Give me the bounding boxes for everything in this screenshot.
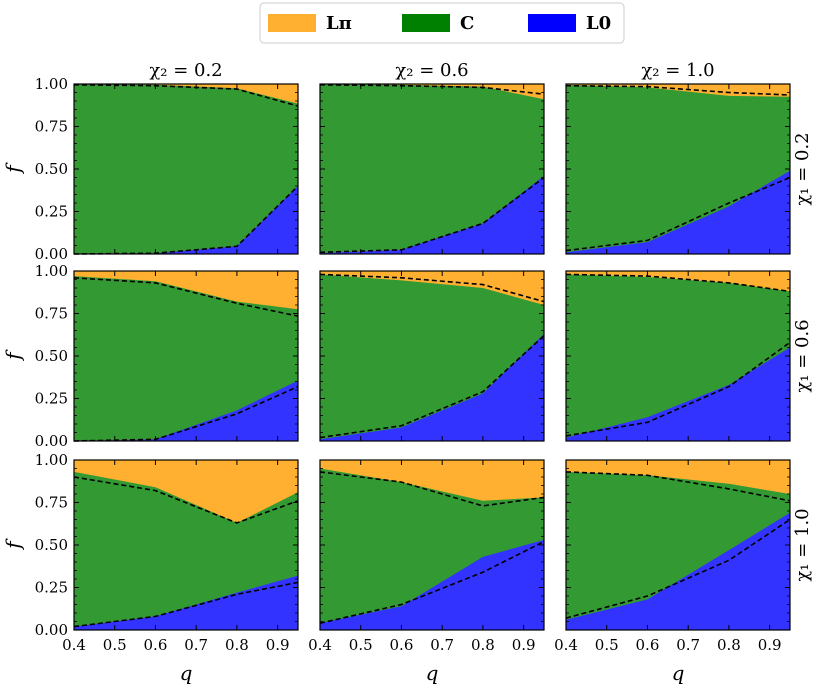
y-tick-label: 0.00	[35, 432, 68, 450]
panel-r0-c0: 0.00 0.25 0.50 0.75 1.00	[35, 75, 299, 263]
x-tick-label: 0.8	[717, 636, 741, 654]
legend-label: C	[460, 13, 474, 34]
area-L0	[566, 512, 790, 630]
dashed-line-upper	[73, 476, 299, 524]
y-tick-label: 1.00	[35, 75, 68, 93]
area-C	[74, 84, 298, 254]
y-tick-label: 0.25	[35, 579, 68, 597]
x-tick-label: 0.8	[471, 636, 495, 654]
x-tick-label: 0.7	[430, 636, 454, 654]
panel-r1-c0: 0.00 0.25 0.50 0.75 1.00	[35, 262, 299, 450]
x-tick-label: 0.6	[636, 636, 660, 654]
area-L0	[320, 333, 544, 441]
area-L0	[74, 186, 298, 254]
panel-grid: 0.000.250.500.751.000.000.250.500.751.00…	[35, 75, 791, 654]
dashed-line-upper	[319, 273, 545, 303]
x-tick-label: 0.8	[225, 636, 249, 654]
area-L0	[320, 175, 544, 254]
x-tick-label: 0.9	[512, 636, 536, 654]
y-tick-label: 0.50	[35, 347, 68, 365]
legend-label: L0	[586, 13, 611, 34]
y-tick-label: 0.25	[35, 390, 68, 408]
panel-r0-c1	[319, 83, 545, 255]
y-axis-label: f	[1, 538, 25, 551]
x-tick-label: 0.7	[184, 636, 208, 654]
x-tick-label: 0.4	[554, 636, 578, 654]
column-title: χ₂ = 0.2	[149, 60, 222, 81]
x-tick-label: 0.4	[308, 636, 332, 654]
dashed-line-lower	[565, 341, 791, 437]
panel-r2-c0: 0.00 0.25 0.50 0.75 1.00 0.4 0.5 0.6 0.7 0.8 0.9	[35, 451, 299, 654]
x-axis-label: q	[180, 661, 193, 685]
column-title: χ₂ = 0.6	[395, 60, 468, 81]
y-tick-label: 1.00	[35, 451, 68, 469]
dashed-line-lower	[73, 581, 299, 628]
dashed-line-upper	[73, 277, 299, 317]
panel-r2-c1: 0.4 0.5 0.6 0.7 0.8 0.9	[308, 459, 545, 654]
x-tick-label: 0.6	[390, 636, 414, 654]
y-tick-label: 0.25	[35, 203, 68, 221]
legend-swatch	[402, 14, 450, 32]
x-axis-label: q	[426, 661, 439, 685]
legend-label: Lπ	[326, 13, 352, 34]
panel-r1-c2	[565, 270, 791, 442]
row-title: χ₁ = 1.0	[792, 508, 813, 581]
area-L0	[74, 575, 298, 630]
y-tick-label: 0.00	[35, 621, 68, 639]
y-tick-label: 1.00	[35, 262, 68, 280]
titles: χ₂ = 0.2 χ₂ = 0.6 χ₂ = 1.0 χ₁ = 0.2 χ₁ = 0.6…	[1, 60, 813, 685]
legend-swatch	[528, 14, 576, 32]
x-tick-label: 0.9	[758, 636, 782, 654]
area-L0	[74, 380, 298, 441]
panel-r1-c1	[319, 270, 545, 442]
y-axis-label: f	[1, 162, 25, 175]
x-tick-label: 0.6	[144, 636, 168, 654]
dashed-line-upper	[319, 471, 545, 507]
dashed-line-upper	[565, 471, 791, 502]
legend: Lπ C L0	[259, 2, 625, 44]
row-title: χ₁ = 0.6	[792, 319, 813, 392]
dashed-line-lower	[319, 540, 545, 624]
y-tick-label: 0.50	[35, 536, 68, 554]
dashed-line-lower	[565, 176, 791, 252]
area-L0	[320, 539, 544, 630]
y-tick-label: 0.75	[35, 118, 68, 136]
y-tick-label: 0.75	[35, 305, 68, 323]
y-tick-label: 0.75	[35, 494, 68, 512]
column-title: χ₂ = 1.0	[641, 60, 714, 81]
area-C	[74, 276, 298, 441]
x-tick-label: 0.4	[62, 636, 86, 654]
x-tick-label: 0.9	[266, 636, 290, 654]
dashed-line-lower	[565, 518, 791, 619]
x-axis-label: q	[672, 661, 685, 685]
x-tick-label: 0.5	[349, 636, 373, 654]
area-L0	[566, 347, 790, 441]
x-tick-label: 0.5	[595, 636, 619, 654]
panel-r0-c2	[565, 83, 791, 255]
y-axis-label: f	[1, 349, 25, 362]
y-tick-label: 0.50	[35, 160, 68, 178]
panel-r2-c2: 0.4 0.5 0.6 0.7 0.8 0.9	[554, 459, 791, 654]
x-tick-label: 0.5	[103, 636, 127, 654]
x-tick-label: 0.7	[676, 636, 700, 654]
row-title: χ₁ = 0.2	[792, 132, 813, 205]
area-C	[74, 471, 298, 630]
y-tick-label: 0.00	[35, 245, 68, 263]
area-C	[320, 84, 544, 254]
legend-swatch	[268, 14, 316, 32]
dashed-line-lower	[319, 335, 545, 439]
area-L0	[566, 170, 790, 254]
